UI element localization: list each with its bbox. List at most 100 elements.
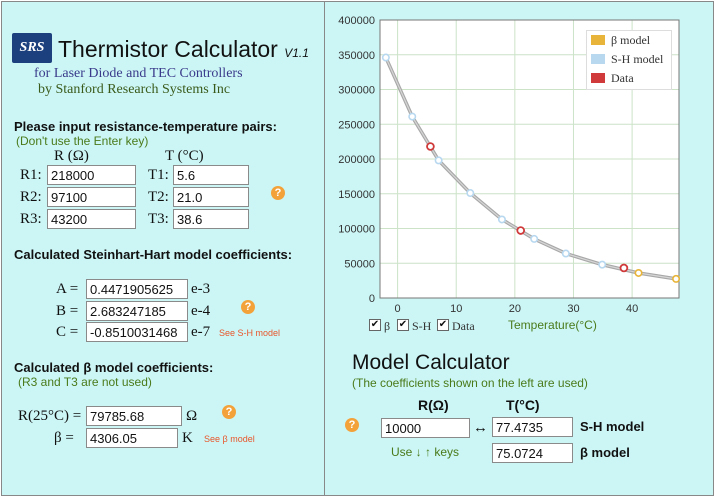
mc-beta-temperature[interactable]	[492, 443, 573, 463]
r25-label: R(25°C) =	[18, 408, 82, 424]
x-tick-label: 30	[567, 303, 579, 315]
input-note: (Don't use the Enter key)	[16, 134, 149, 148]
legend-data-swatch	[591, 73, 605, 83]
data-point	[426, 142, 435, 151]
coeff-c-label: C =	[56, 324, 79, 340]
data-series-checkbox[interactable]: ✔	[437, 319, 449, 331]
t3-input[interactable]	[173, 209, 249, 229]
t3-label: T3:	[148, 211, 169, 227]
y-tick-label: 300000	[338, 85, 375, 97]
beta-series-toggle-label: β	[384, 319, 391, 333]
legend-data-label: Data	[611, 71, 634, 85]
beta-help-icon[interactable]: ?	[222, 405, 236, 419]
t2-label: T2:	[148, 189, 169, 205]
x-tick-label: 10	[450, 303, 462, 315]
coeff-a-value[interactable]	[86, 279, 188, 299]
r3-label: R3:	[20, 211, 42, 227]
chart-axes	[379, 19, 680, 299]
sh-model-point	[408, 112, 417, 121]
x-axis-title: Temperature(°C)	[508, 318, 597, 332]
data-point	[619, 263, 629, 273]
t2-input[interactable]	[173, 187, 249, 207]
sh-model-point	[561, 249, 570, 258]
sh-model-point	[598, 260, 607, 269]
plot-border	[379, 19, 680, 299]
y-tick-label: 0	[369, 293, 375, 305]
beta-value[interactable]	[86, 428, 178, 448]
mc-resistance-input[interactable]	[381, 418, 470, 438]
coeff-a-label: A =	[56, 281, 79, 297]
y-tick-label: 100000	[338, 224, 375, 236]
beta-heading: Calculated β model coefficients:	[14, 360, 214, 375]
sh-model-point	[466, 189, 475, 198]
mc-sh-temperature[interactable]	[492, 417, 573, 437]
r1-input[interactable]	[47, 165, 136, 185]
panel-divider	[324, 2, 325, 495]
beta-series-checkbox[interactable]: ✔	[369, 319, 381, 331]
app-title: Thermistor Calculator V1.1	[58, 36, 309, 63]
see-sh-model-link[interactable]: See S-H model	[219, 328, 281, 338]
sh-model-point	[434, 156, 443, 165]
coeff-c-value[interactable]	[86, 322, 188, 342]
t-column-header: T (°C)	[165, 148, 204, 164]
input-heading: Please input resistance-temperature pair…	[14, 119, 277, 134]
mc-sh-label: S-H model	[580, 419, 645, 434]
chart-series	[381, 53, 681, 283]
see-beta-model-link[interactable]: See β model	[204, 434, 255, 444]
model-calculator-note: (The coefficients shown on the left are …	[352, 376, 588, 390]
app-version: V1.1	[284, 46, 309, 60]
sh-model-point	[497, 215, 506, 224]
app-subtitle-1: for Laser Diode and TEC Controllers	[34, 66, 243, 81]
data-point	[516, 226, 526, 235]
chart-legend: β model S-H model Data	[586, 30, 672, 90]
t1-label: T1:	[148, 167, 169, 183]
mc-t-header: T(°C)	[506, 397, 540, 413]
srs-logo: SRS	[12, 33, 52, 63]
mc-r-header: R(Ω)	[418, 397, 449, 413]
legend-beta-label: β model	[611, 33, 651, 47]
convert-arrow-icon: ↔	[473, 419, 488, 436]
sh-model-point	[634, 268, 643, 277]
r-column-header: R (Ω)	[54, 148, 89, 164]
sh-model-point	[530, 234, 539, 243]
beta-unit: K	[182, 430, 193, 446]
x-tick-label: 0	[395, 303, 401, 315]
y-tick-label: 150000	[338, 189, 375, 201]
sh-model-point	[381, 53, 390, 62]
y-tick-label: 50000	[344, 258, 375, 270]
mc-keys-hint: Use ↓ ↑ keys	[391, 445, 460, 459]
x-tick-label: 40	[626, 303, 638, 315]
legend-sh-label: S-H model	[611, 52, 664, 66]
y-tick-label: 400000	[338, 15, 375, 27]
sh-model-point	[672, 274, 681, 283]
sh-series-toggle-label: S-H	[412, 319, 432, 333]
beta-note: (R3 and T3 are not used)	[18, 375, 152, 389]
coeff-c-exponent: e-7	[191, 324, 211, 340]
coeff-b-value[interactable]	[86, 301, 188, 321]
model-calculator-title: Model Calculator	[352, 351, 510, 374]
mc-beta-label: β model	[580, 445, 630, 460]
data-series-toggle-label: Data	[452, 319, 475, 333]
r1-label: R1:	[20, 167, 42, 183]
legend-beta-swatch	[591, 35, 605, 45]
input-help-icon[interactable]: ?	[271, 186, 285, 200]
r3-input[interactable]	[47, 209, 136, 229]
beta-label: β =	[54, 430, 74, 446]
sh-series-checkbox[interactable]: ✔	[397, 319, 409, 331]
coeff-b-label: B =	[56, 303, 79, 319]
mc-help-icon[interactable]: ?	[345, 418, 359, 432]
app-title-text: Thermistor Calculator	[58, 36, 278, 62]
x-tick-label: 20	[509, 303, 521, 315]
r2-input[interactable]	[47, 187, 136, 207]
t1-input[interactable]	[173, 165, 249, 185]
coeff-b-exponent: e-4	[191, 303, 211, 319]
r2-label: R2:	[20, 189, 42, 205]
legend-sh-swatch	[591, 54, 605, 64]
sh-help-icon[interactable]: ?	[241, 300, 255, 314]
r25-value[interactable]	[86, 406, 182, 426]
y-tick-label: 200000	[338, 154, 375, 166]
coeff-a-exponent: e-3	[191, 281, 211, 297]
y-tick-label: 250000	[338, 119, 375, 131]
app-subtitle-2: by Stanford Research Systems Inc	[38, 82, 231, 97]
logo-text: SRS	[19, 40, 45, 55]
